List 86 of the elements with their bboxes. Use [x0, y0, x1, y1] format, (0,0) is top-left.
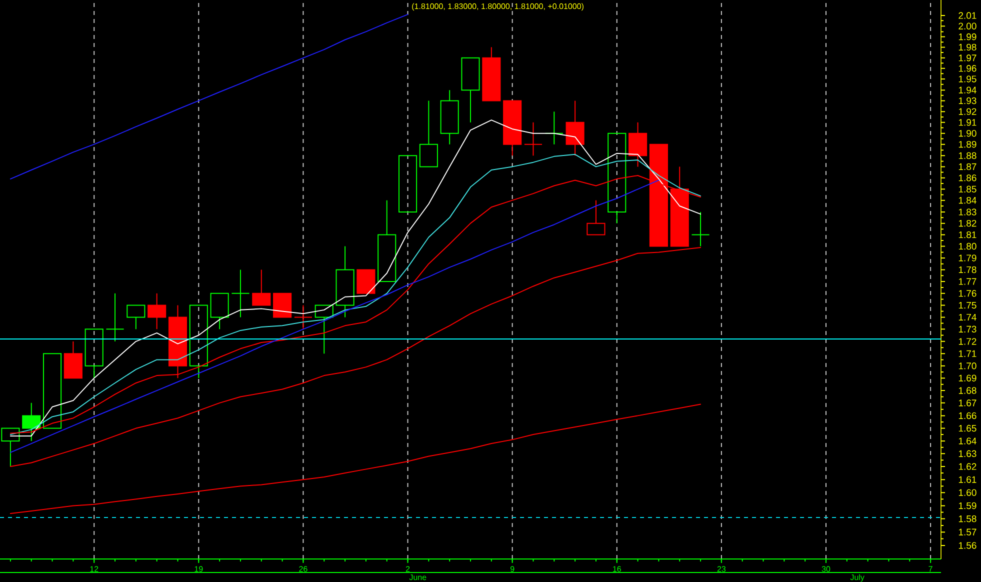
candlestick — [64, 340, 82, 379]
candlestick — [22, 402, 41, 442]
y-tick-label: 1.72 — [958, 338, 976, 345]
y-tick-label: 1.92 — [958, 108, 976, 115]
y-tick-label: 1.71 — [958, 350, 976, 357]
y-tick-label: 2.00 — [958, 22, 976, 30]
y-tick-label: 1.58 — [958, 515, 976, 522]
y-tick-label: 1.73 — [958, 326, 976, 333]
y-tick-label: 1.89 — [958, 140, 976, 148]
candlestick — [378, 200, 396, 282]
x-tick-label: 19 — [194, 566, 203, 572]
candlestick — [566, 100, 584, 156]
x-tick-label: 23 — [717, 566, 726, 572]
candlestick — [586, 200, 606, 236]
y-tick-label: 1.75 — [958, 302, 976, 309]
x-tick-label: 7 — [928, 566, 932, 572]
y-tick-label: 1.59 — [958, 502, 976, 510]
y-tick-label: 1.91 — [958, 119, 976, 126]
y-tick-label: 1.79 — [958, 254, 976, 262]
y-tick-label: 1.95 — [958, 76, 976, 82]
y-tick-label: 1.74 — [958, 314, 976, 320]
x-tick-label: 30 — [822, 566, 830, 572]
y-tick-label: 1.85 — [958, 186, 976, 193]
x-tick-label: 12 — [90, 566, 98, 572]
y-tick-label: 1.77 — [958, 278, 976, 285]
x-tick-label: 2 — [406, 566, 410, 572]
y-tick-label: 1.96 — [958, 65, 976, 72]
candlestick — [84, 328, 104, 379]
y-tick-label: 1.99 — [958, 33, 976, 40]
candlestick — [1, 428, 20, 468]
text: July — [850, 574, 864, 582]
candlestick — [608, 132, 626, 224]
y-tick-label: 1.69 — [958, 374, 976, 382]
candlestick — [252, 269, 271, 306]
y-tick-label: 1.98 — [958, 44, 976, 51]
text: June — [409, 574, 426, 580]
candlestick — [524, 122, 543, 156]
x-tick-label: 26 — [299, 566, 308, 572]
y-tick-label: 1.61 — [958, 476, 976, 483]
candlestick — [461, 57, 480, 123]
y-tick-label: 1.57 — [958, 528, 976, 536]
y-tick-label: 1.62 — [958, 463, 976, 470]
y-tick-label: 1.84 — [958, 196, 976, 204]
y-tick-label: 1.63 — [958, 450, 976, 458]
x-tick-label: 9 — [510, 566, 514, 572]
y-tick-label: 1.56 — [958, 542, 976, 549]
y-tick-label: 1.76 — [958, 290, 976, 297]
y-tick-label: 1.70 — [958, 362, 976, 370]
y-tick-label: 1.78 — [958, 266, 976, 274]
y-tick-label: 1.65 — [958, 424, 976, 432]
candlestick — [314, 304, 334, 354]
y-tick-label: 1.83 — [958, 208, 976, 216]
candlestick — [189, 304, 208, 379]
candlestick — [336, 246, 354, 318]
line-series — [10, 404, 702, 514]
candlestick — [482, 46, 501, 102]
chart-title: (1.81000, 1.83000, 1.80000, 1.81000, +0.01000) — [412, 3, 584, 11]
candlestick — [419, 100, 438, 168]
candlestick — [628, 122, 648, 168]
y-tick-label: 1.66 — [958, 412, 976, 420]
y-tick-label: 1.94 — [958, 86, 976, 94]
y-tick-label: 1.60 — [958, 489, 976, 496]
line-series — [10, 14, 408, 180]
candlestick — [106, 292, 124, 342]
y-tick-label: 1.68 — [958, 387, 976, 394]
y-tick-label: 1.80 — [958, 242, 976, 250]
y-tick-label: 1.97 — [958, 54, 976, 62]
candlestick — [691, 211, 710, 247]
candlestick — [231, 269, 250, 318]
candlestick — [168, 304, 188, 379]
x-tick-label: 16 — [613, 566, 621, 572]
y-tick-label: 1.81 — [958, 231, 976, 238]
candlestick — [210, 292, 229, 330]
y-tick-label: 1.93 — [958, 97, 976, 104]
y-tick-label: 1.64 — [958, 438, 976, 444]
candlestick — [148, 292, 166, 330]
y-tick-label: 1.90 — [958, 130, 976, 137]
y-tick-label: 2.01 — [958, 12, 976, 19]
y-tick-label: 1.88 — [958, 152, 976, 159]
candlestick — [126, 304, 146, 330]
y-tick-label: 1.67 — [958, 400, 976, 406]
candlestick — [294, 304, 312, 330]
y-tick-label: 1.86 — [958, 174, 976, 182]
candlestick — [440, 90, 459, 145]
y-tick-label: 1.82 — [958, 220, 976, 227]
y-tick-label: 1.87 — [958, 163, 976, 170]
